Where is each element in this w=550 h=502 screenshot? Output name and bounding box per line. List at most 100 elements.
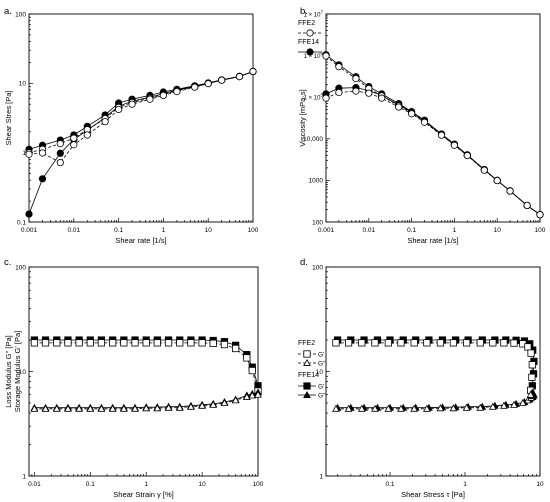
panel-c: 0.01 0.1 1 10 100 1 10 100 Shear Strain γ [%] Sto… bbox=[4, 257, 264, 499]
data-point bbox=[231, 396, 240, 404]
data-point bbox=[173, 87, 181, 96]
data-point bbox=[164, 339, 173, 347]
data-point bbox=[242, 392, 251, 400]
x-tick-label: 0.01 bbox=[28, 481, 41, 488]
data-point bbox=[335, 88, 343, 97]
y-axis-label: Storage Modulus G' [Pa] bbox=[13, 331, 22, 412]
data-point bbox=[176, 339, 184, 347]
legend-marker bbox=[303, 382, 311, 390]
x-tick-label: 1 bbox=[463, 481, 467, 488]
data-point bbox=[395, 103, 403, 111]
data-point bbox=[463, 151, 471, 160]
data-point bbox=[322, 94, 330, 102]
x-tick-label: 0.1 bbox=[407, 227, 416, 234]
series-line bbox=[335, 342, 533, 391]
data-point bbox=[397, 404, 405, 412]
data-point bbox=[204, 80, 212, 88]
y-tick-label: 10,000 bbox=[303, 136, 323, 143]
x-axis-label: Shear Strain γ [%] bbox=[113, 490, 173, 499]
data-point bbox=[220, 398, 229, 406]
legend-label: FFE2 bbox=[298, 20, 315, 27]
data-point bbox=[462, 403, 471, 411]
data-point bbox=[506, 187, 514, 195]
data-point bbox=[384, 404, 393, 412]
series-line bbox=[34, 339, 259, 386]
x-tick-label: 0.01 bbox=[362, 227, 375, 234]
data-point bbox=[25, 150, 33, 158]
data-point bbox=[528, 361, 536, 369]
data-point bbox=[437, 131, 446, 139]
data-point bbox=[220, 340, 229, 349]
x-tick-label: 10 bbox=[494, 227, 502, 234]
data-point bbox=[365, 89, 373, 97]
data-point bbox=[25, 210, 33, 218]
y-tick-label: 1 × 106 bbox=[304, 51, 324, 60]
data-point bbox=[75, 404, 84, 412]
y-axis-label: Viscosity [mPa·s] bbox=[298, 89, 307, 146]
data-point bbox=[500, 339, 508, 347]
data-point bbox=[407, 110, 416, 118]
data-point bbox=[489, 339, 497, 347]
y-tick-label: 100 bbox=[15, 264, 26, 271]
legend-marker bbox=[306, 48, 314, 56]
data-point bbox=[41, 404, 50, 412]
y-axis-label: Shear Stres [Pa] bbox=[4, 90, 13, 145]
data-point bbox=[119, 404, 128, 412]
data-point bbox=[357, 404, 366, 412]
y-tick-label: 100 bbox=[312, 264, 323, 271]
data-point bbox=[56, 149, 64, 157]
series-2 bbox=[332, 339, 536, 394]
data-point bbox=[332, 404, 340, 412]
legend-group-label: FFE14 bbox=[298, 372, 319, 379]
data-point bbox=[344, 404, 353, 412]
legend-marker bbox=[303, 390, 311, 398]
y-tick-label: 1 × 107 bbox=[304, 9, 324, 18]
x-axis-label: Shear rate [1/s] bbox=[115, 236, 166, 245]
data-point bbox=[56, 140, 64, 148]
data-point bbox=[436, 339, 445, 347]
series-line bbox=[28, 71, 254, 154]
legend-label: FFE14 bbox=[298, 39, 319, 46]
data-point bbox=[510, 400, 518, 408]
legend-label: G' bbox=[318, 351, 324, 358]
data-point bbox=[371, 404, 379, 412]
data-point bbox=[232, 344, 240, 353]
data-point bbox=[254, 390, 262, 398]
y-axis-label-2: Loss Modulus G'' [Pa] bbox=[4, 335, 13, 407]
y-tick-label: 100 bbox=[15, 11, 26, 18]
data-point bbox=[371, 339, 379, 347]
x-tick-label: 0.001 bbox=[21, 227, 38, 234]
data-point bbox=[70, 141, 78, 149]
data-point bbox=[175, 403, 184, 411]
data-point bbox=[493, 176, 501, 185]
data-point bbox=[476, 339, 484, 347]
data-point bbox=[378, 94, 386, 102]
data-point bbox=[30, 339, 39, 347]
series-4 bbox=[25, 67, 257, 167]
legend-label: G'' bbox=[318, 392, 326, 399]
data-point bbox=[97, 404, 106, 412]
x-axis-label: Shear Stress τ [Pa] bbox=[401, 490, 465, 499]
y-tick-label: 10 bbox=[316, 369, 324, 376]
series-line bbox=[34, 342, 259, 392]
data-point bbox=[64, 339, 72, 347]
data-point bbox=[131, 404, 139, 412]
data-point bbox=[187, 402, 195, 410]
data-point bbox=[358, 339, 366, 347]
legend-marker bbox=[303, 358, 311, 366]
series-4 bbox=[30, 390, 262, 412]
x-tick-label: 0.01 bbox=[67, 227, 80, 234]
y-tick-label: 1 × 105 bbox=[304, 93, 324, 102]
data-point bbox=[410, 339, 418, 347]
panel-a: 0.001 0.01 0.1 1 10 100 0.1 1 10 100 Shear rate [1… bbox=[4, 6, 259, 245]
x-tick-label: 100 bbox=[253, 481, 264, 488]
data-point bbox=[423, 339, 431, 347]
legend-group-label: FFE2 bbox=[298, 340, 315, 347]
data-point bbox=[422, 404, 431, 412]
panel-label: d. bbox=[300, 257, 308, 268]
data-point bbox=[500, 401, 508, 409]
data-point bbox=[108, 404, 117, 412]
panel-b: 0.001 0.01 0.1 1 10 100 100 1000 10,000 1 × 105 1 … bbox=[298, 6, 546, 245]
